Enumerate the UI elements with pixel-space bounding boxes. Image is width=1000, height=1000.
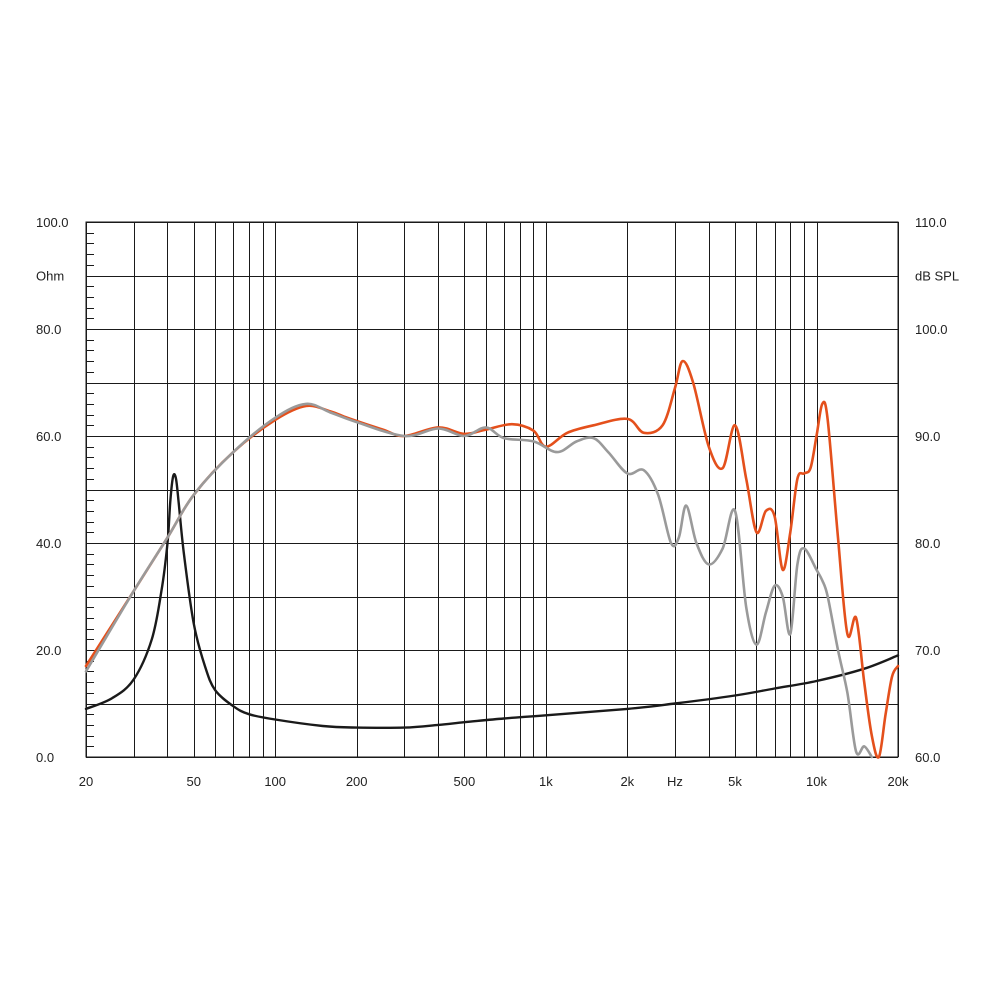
right-tick-label: 90.0 — [915, 429, 940, 444]
plot-frame — [85, 221, 899, 758]
right-axis-tick-labels: 60.0 70.0 80.0 90.0 100.0 110.0 — [915, 215, 948, 765]
right-tick-label: 80.0 — [915, 536, 940, 551]
impedance-curve — [84, 473, 900, 730]
left-axis-tick-labels: 0.0 20.0 40.0 60.0 80.0 100.0 — [36, 215, 69, 765]
x-tick-label: 20 — [79, 774, 93, 789]
x-tick-label: 5k — [728, 774, 742, 789]
left-tick-label: 100.0 — [36, 215, 69, 230]
right-tick-label: 100.0 — [915, 322, 948, 337]
x-tick-label: 2k — [620, 774, 634, 789]
right-tick-label: 110.0 — [915, 215, 947, 230]
spl-axis-curve — [84, 359, 900, 759]
x-axis-tick-labels: 20 50 100 200 500 1k 2k Hz 5k 10k 20k — [79, 774, 909, 789]
x-tick-label: 1k — [539, 774, 553, 789]
right-tick-label: 70.0 — [915, 643, 940, 658]
left-tick-label: 60.0 — [36, 429, 61, 444]
right-axis-unit-label: dB SPL — [915, 269, 959, 284]
right-tick-label: 60.0 — [915, 750, 940, 765]
left-tick-label: 20.0 — [36, 643, 61, 658]
left-tick-label: 40.0 — [36, 536, 61, 551]
x-tick-label: 50 — [186, 774, 200, 789]
x-tick-label: 500 — [454, 774, 476, 789]
left-axis-unit-label: Ohm — [36, 269, 64, 284]
spl-off-axis-curve — [84, 402, 874, 759]
x-tick-label: 200 — [346, 774, 368, 789]
x-tick-label: 10k — [806, 774, 827, 789]
x-tick-label: Hz — [667, 774, 683, 789]
x-tick-label: 100 — [264, 774, 286, 789]
left-tick-label: 0.0 — [36, 750, 54, 765]
x-tick-label: 20k — [888, 774, 909, 789]
left-tick-label: 80.0 — [36, 322, 61, 337]
curves — [84, 359, 900, 759]
